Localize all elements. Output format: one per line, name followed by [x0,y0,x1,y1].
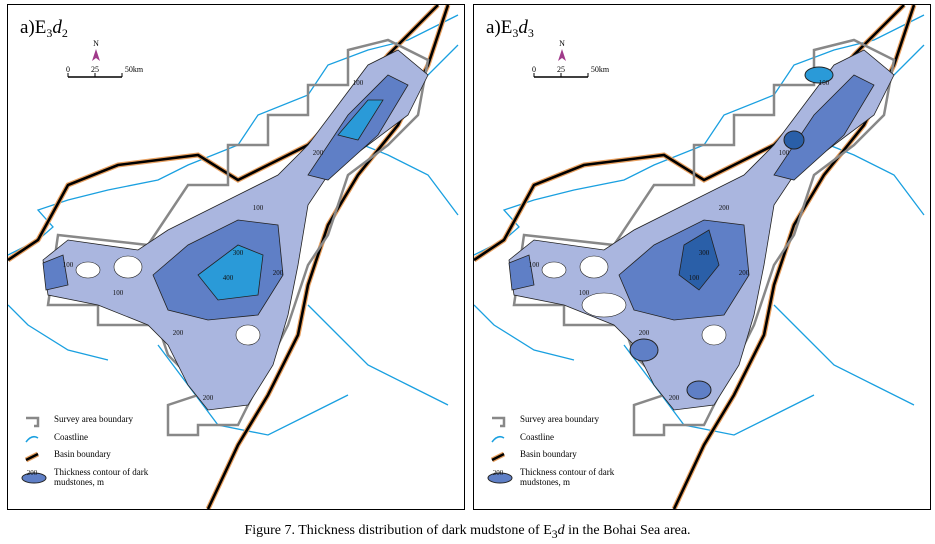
legend-contour-value: 200 [27,469,38,477]
contour-label: 300 [699,249,710,257]
contour-label: 200 [313,149,324,157]
legend-coast-symbol [491,435,505,443]
contour-label: 100 [253,204,264,212]
contour-label: 200 [173,329,184,337]
scale-label: 25 [91,65,99,74]
legend-label: Survey area boundary [520,414,599,424]
legend-basin-symbol [25,452,39,462]
scale-label: 25 [557,65,565,74]
legend-label: Survey area boundary [54,414,133,424]
contour-label: 100 [113,289,124,297]
panel-label-part: 3 [512,26,518,40]
contour-label: 200 [203,394,214,402]
legend-label: Basin boundary [54,449,111,459]
scale-label: 50km [125,65,144,74]
contour-label: 100 [353,79,364,87]
panel-label: a)E3d3 [486,17,534,40]
caption-text: Figure 7. Thickness distribution of dark… [244,523,552,538]
caption-sub: 3 [551,527,558,541]
thick-zones [197,99,384,301]
scale-label: 0 [66,65,70,74]
caption-text: in the Bohai Sea area. [564,523,691,538]
contour-label: 200 [273,269,284,277]
contour-label: 100 [819,79,830,87]
legend-contour-value: 200 [493,469,504,477]
contour-label: 100 [63,261,74,269]
caption: Figure 7. Thickness distribution of dark… [0,523,935,541]
panel-label-part: d [52,17,62,38]
legend-coast-symbol [25,435,39,443]
contour-label: 400 [223,274,234,282]
map-shapes [8,5,458,509]
panel-label-part: 3 [46,26,52,40]
contour-label: 200 [719,204,730,212]
contour-label: 200 [739,269,750,277]
map-shapes [474,5,924,509]
panel-label-part: d [518,17,528,38]
contour-label: 200 [669,394,680,402]
panel-label-part: 2 [62,26,68,40]
panel-label-part: a)E [486,17,512,38]
legend-label: mudstones, m [520,477,570,487]
contour-label: 100 [689,274,700,282]
legend-basin-symbol [491,452,505,462]
caption-var: d [557,523,565,538]
contour-label: 100 [579,289,590,297]
north-arrow [92,49,100,61]
north-arrow [558,49,566,61]
legend-survey-symbol [492,416,506,428]
north-label: N [93,39,99,48]
legend-label: Thickness contour of dark [54,467,149,477]
legend-label: Basin boundary [520,449,577,459]
map-panel: a)E3d2 N 0 25 50km 100 200 300 400 100 200 100 200 10… [7,4,465,510]
north-label: N [559,39,565,48]
contour-label: 300 [233,249,244,257]
panel-label-part: 3 [528,26,534,40]
contour-label: 200 [639,329,650,337]
panel-label-part: a)E [20,17,46,38]
panel-label: a)E3d2 [20,17,68,40]
legend-survey-symbol [26,416,40,428]
contour-label: 100 [529,261,540,269]
legend-label: Coastline [54,432,88,442]
scale-label: 50km [591,65,610,74]
contour-label: 100 [779,149,790,157]
scale-label: 0 [532,65,536,74]
legend-contour-symbol [487,472,513,484]
legend-label: Coastline [520,432,554,442]
legend-label: mudstones, m [54,477,104,487]
legend-contour-symbol [21,472,47,484]
legend-label: Thickness contour of dark [520,467,615,477]
thick-zones [581,66,834,400]
